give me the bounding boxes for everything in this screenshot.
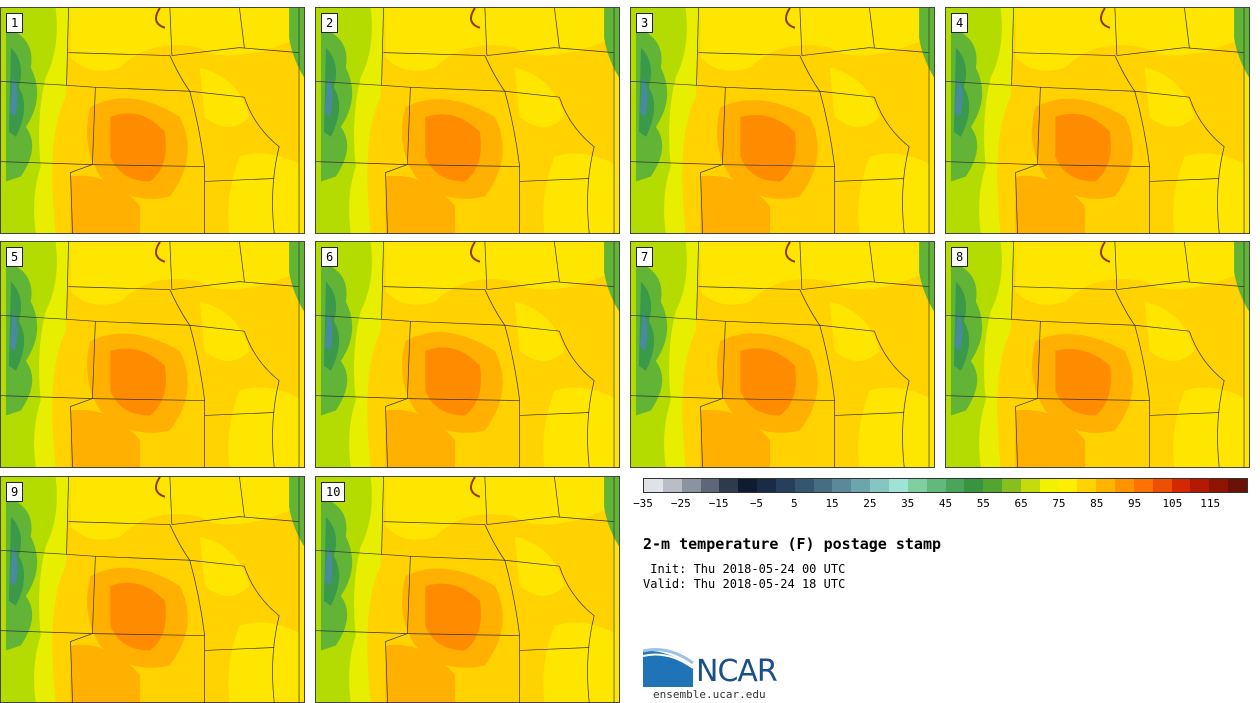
colorbar-tick-label: 45	[938, 497, 953, 510]
colorbar-swatch	[907, 479, 927, 492]
colorbar-tick-label: 15	[825, 497, 839, 510]
member-number: 5	[6, 247, 24, 267]
colorbar-swatch	[1228, 479, 1247, 492]
map-panel[interactable]: 1	[0, 7, 305, 234]
temperature-colorbar	[643, 478, 1248, 493]
colorbar-swatch	[1133, 479, 1153, 492]
colorbar-swatch	[1115, 479, 1134, 492]
colorbar-swatch	[1209, 479, 1229, 492]
colorbar-tick-label: 25	[863, 497, 877, 510]
colorbar-tick-label: 85	[1090, 497, 1104, 510]
colorbar-swatch	[983, 479, 1003, 492]
valid-time: Valid: Thu 2018-05-24 18 UTC	[643, 577, 846, 591]
colorbar-tick-label: −15	[708, 497, 729, 510]
map-panel[interactable]: 7	[630, 241, 935, 468]
colorbar-swatch	[851, 479, 871, 492]
colorbar-tick-label: −35	[633, 497, 653, 510]
colorbar-tick-label: 75	[1052, 497, 1066, 510]
colorbar-tick-label: 115	[1200, 497, 1221, 510]
map-title: 2-m temperature (F) postage stamp	[643, 535, 942, 553]
colorbar-tick-label: 55	[976, 497, 990, 510]
colorbar-swatch	[644, 479, 663, 492]
colorbar-swatch	[964, 479, 984, 492]
colorbar-swatch	[662, 479, 682, 492]
member-number: 4	[951, 13, 969, 33]
colorbar-swatch	[832, 479, 852, 492]
init-time: Init: Thu 2018-05-24 00 UTC	[643, 562, 846, 576]
colorbar-swatch	[738, 479, 758, 492]
colorbar-tick-label: 35	[901, 497, 915, 510]
colorbar-swatch	[794, 479, 814, 492]
member-number: 1	[6, 13, 24, 33]
colorbar-tick-label: 95	[1127, 497, 1142, 510]
colorbar-swatch	[813, 479, 833, 492]
colorbar-swatch	[926, 479, 946, 492]
site-url: ensemble.ucar.edu	[653, 688, 766, 701]
colorbar-tick-label: 5	[790, 497, 798, 510]
member-number: 2	[321, 13, 339, 33]
colorbar-swatch	[700, 479, 720, 492]
map-panel[interactable]: 10	[315, 476, 620, 703]
colorbar-swatch	[775, 479, 795, 492]
colorbar-swatch	[757, 479, 776, 492]
map-panel[interactable]: 2	[315, 7, 620, 234]
colorbar-swatch	[1190, 479, 1210, 492]
colorbar-swatch	[1020, 479, 1040, 492]
colorbar-swatch	[870, 479, 889, 492]
colorbar-swatch	[1039, 479, 1059, 492]
ncar-logo-icon	[643, 648, 694, 687]
colorbar-swatch	[888, 479, 908, 492]
member-number: 9	[6, 482, 24, 502]
logo-text: NCAR	[696, 654, 778, 689]
map-panel[interactable]: 8	[945, 241, 1250, 468]
colorbar-swatch	[1058, 479, 1078, 492]
colorbar-swatch	[1002, 479, 1021, 492]
colorbar-swatch	[945, 479, 965, 492]
map-panel[interactable]: 6	[315, 241, 620, 468]
colorbar-tick-label: −25	[670, 497, 691, 510]
colorbar-swatch	[1077, 479, 1097, 492]
map-panel[interactable]: 3	[630, 7, 935, 234]
colorbar-swatch	[1171, 479, 1191, 492]
colorbar-tick-label: 65	[1014, 497, 1028, 510]
map-panel[interactable]: 4	[945, 7, 1250, 234]
colorbar-swatch	[1096, 479, 1116, 492]
member-number: 3	[636, 13, 654, 33]
map-panel[interactable]: 5	[0, 241, 305, 468]
colorbar-tick-label: −5	[749, 497, 764, 510]
member-number: 6	[321, 247, 339, 267]
colorbar-swatch	[1152, 479, 1172, 492]
member-number: 10	[321, 482, 346, 502]
member-number: 8	[951, 247, 969, 267]
colorbar-tick-labels: −35 −25 −15 −5 5 15 25 35 45 55 65 75 85 95 105 115	[633, 497, 1248, 513]
map-panel[interactable]: 9	[0, 476, 305, 703]
colorbar-swatch	[719, 479, 739, 492]
member-number: 7	[636, 247, 654, 267]
colorbar-swatch	[681, 479, 701, 492]
colorbar-tick-label: 105	[1162, 497, 1183, 510]
